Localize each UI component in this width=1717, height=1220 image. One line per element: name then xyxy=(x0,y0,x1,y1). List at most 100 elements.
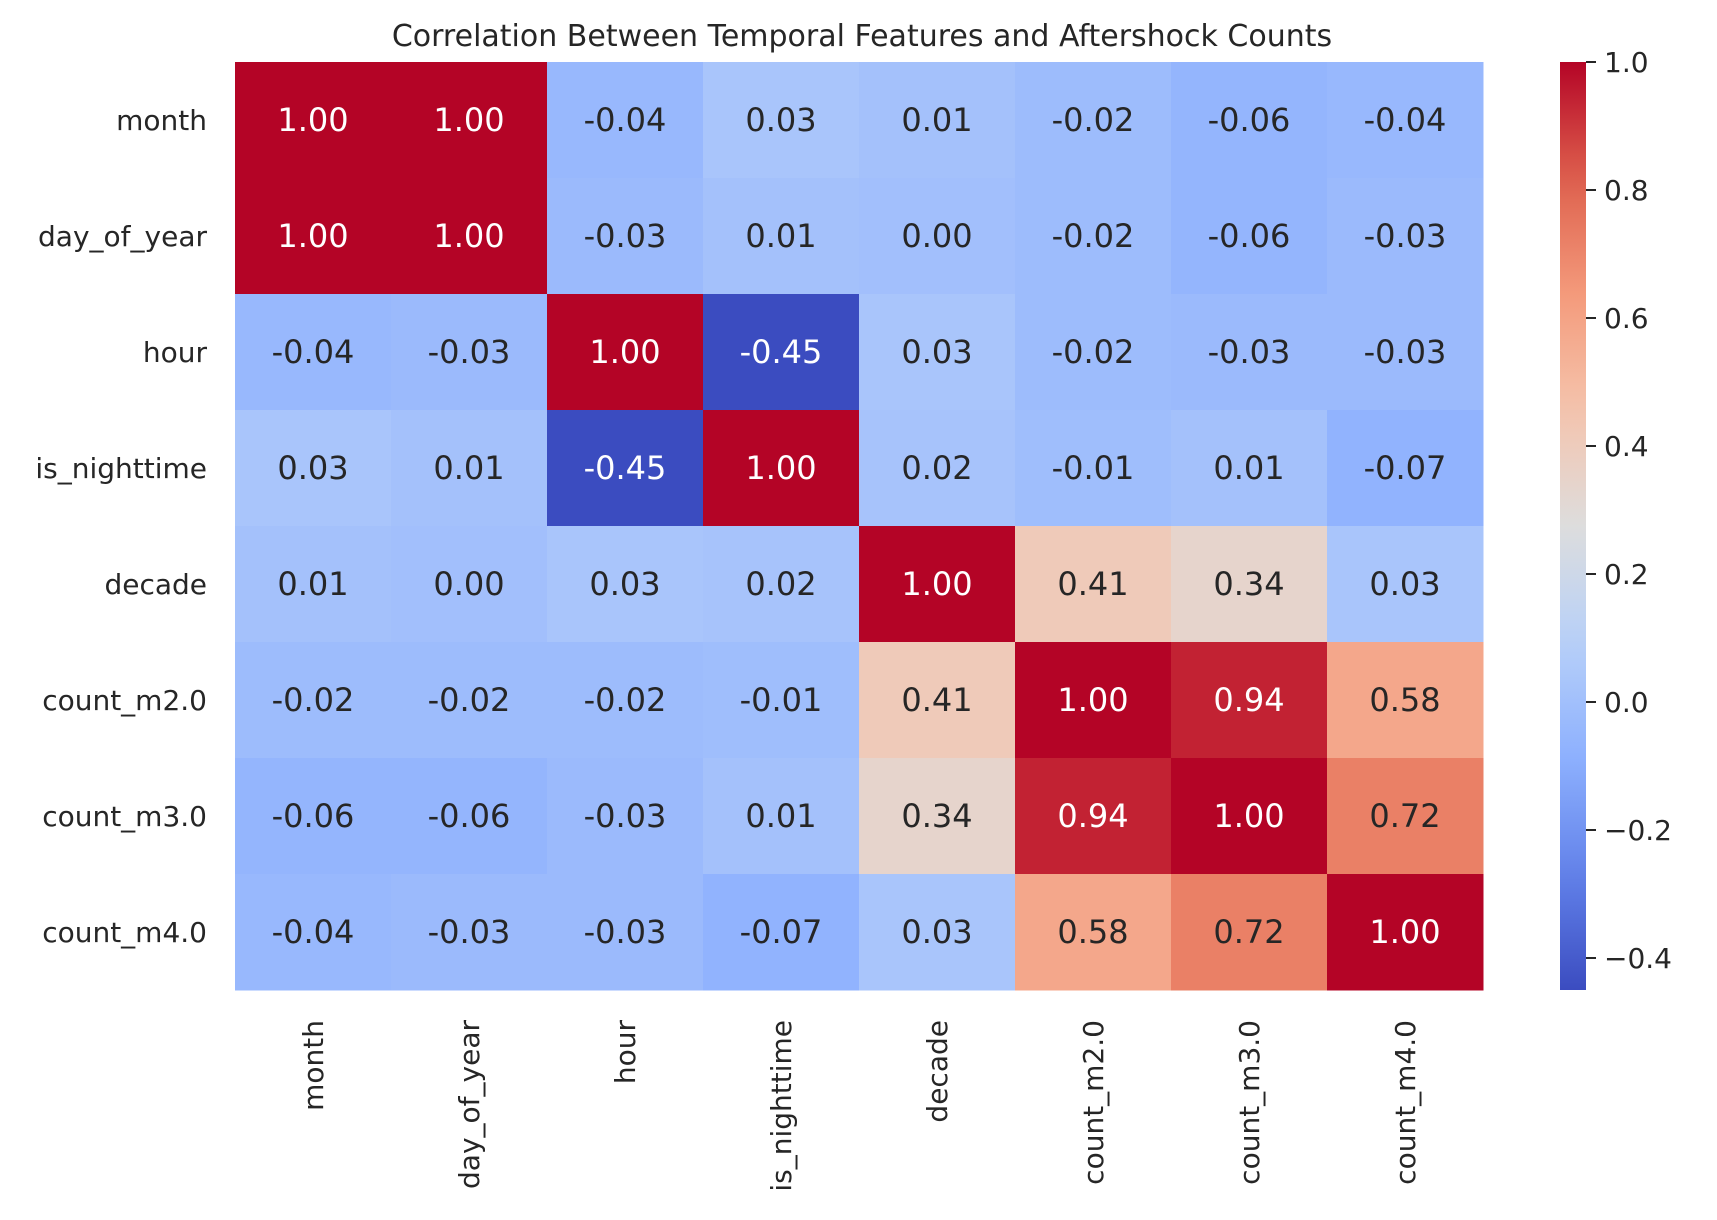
heatmap-cell-value: -0.01 xyxy=(740,681,823,719)
heatmap-cell-value: -0.02 xyxy=(428,681,511,719)
heatmap-cell xyxy=(235,178,392,295)
heatmap-cells xyxy=(235,62,1484,991)
heatmap-cell-value: 1.00 xyxy=(433,217,504,255)
heatmap-cell-value: -0.02 xyxy=(1052,217,1135,255)
heatmap-cell xyxy=(1327,410,1484,527)
heatmap-cell xyxy=(703,526,860,643)
heatmap-cell-value: 0.94 xyxy=(1213,681,1284,719)
heatmap-cell xyxy=(1015,294,1172,411)
heatmap-cell-value: 0.72 xyxy=(1369,797,1440,835)
heatmap-cell-value: 0.01 xyxy=(1213,449,1284,487)
x-tick-label: count_m2.0 xyxy=(1077,1020,1110,1185)
heatmap-cell-value: -0.03 xyxy=(584,913,667,951)
heatmap-cell-value: 0.00 xyxy=(901,217,972,255)
heatmap-cell xyxy=(859,758,1016,875)
heatmap-cell xyxy=(547,178,704,295)
heatmap-cell-value: 0.03 xyxy=(277,449,348,487)
heatmap-cell-value: 0.02 xyxy=(745,565,816,603)
heatmap-cell xyxy=(1015,642,1172,759)
colorbar-tick-label: −0.2 xyxy=(1604,814,1672,847)
heatmap-cell-value: 0.01 xyxy=(433,449,504,487)
heatmap-cell xyxy=(1327,62,1484,179)
heatmap-cell-value: -0.02 xyxy=(584,681,667,719)
heatmap-cell xyxy=(391,294,548,411)
heatmap-cell-value: 0.34 xyxy=(1213,565,1284,603)
heatmap-cell xyxy=(1171,758,1328,875)
heatmap-cell-value: -0.01 xyxy=(1052,449,1135,487)
heatmap-cell xyxy=(1327,642,1484,759)
heatmap-cell-value: 1.00 xyxy=(589,333,660,371)
heatmap-cell xyxy=(1171,526,1328,643)
heatmap-cell-value: -0.03 xyxy=(1208,333,1291,371)
heatmap-cell-value: 1.00 xyxy=(745,449,816,487)
heatmap-cell xyxy=(391,526,548,643)
heatmap-cell xyxy=(547,62,704,179)
y-tick-label: is_nighttime xyxy=(35,452,207,485)
heatmap-cell-value: -0.07 xyxy=(1364,449,1447,487)
x-tick-label: month xyxy=(297,1020,330,1111)
heatmap-cell-value: -0.03 xyxy=(584,217,667,255)
heatmap-cell xyxy=(235,758,392,875)
heatmap-cell xyxy=(703,294,860,411)
heatmap-cell xyxy=(235,62,392,179)
heatmap-cell xyxy=(235,294,392,411)
heatmap-cell xyxy=(1171,410,1328,527)
colorbar-tick-label: −0.4 xyxy=(1604,942,1672,975)
heatmap-cell xyxy=(547,874,704,991)
x-tick-label: is_nighttime xyxy=(765,1020,798,1192)
heatmap-cell-value: 0.58 xyxy=(1369,681,1440,719)
heatmap-cell xyxy=(703,874,860,991)
heatmap-cell-value: 0.41 xyxy=(1057,565,1128,603)
heatmap-cell-value: -0.04 xyxy=(272,333,355,371)
heatmap-cell xyxy=(703,62,860,179)
y-tick-label: count_m2.0 xyxy=(42,684,207,717)
heatmap-cell-value: 1.00 xyxy=(277,217,348,255)
heatmap-cell-value: 0.03 xyxy=(901,913,972,951)
heatmap-cell xyxy=(1015,758,1172,875)
heatmap-cell xyxy=(1015,874,1172,991)
heatmap-cell xyxy=(1015,178,1172,295)
heatmap-cell xyxy=(235,410,392,527)
y-tick-label: day_of_year xyxy=(38,220,207,253)
heatmap-cell-value: 1.00 xyxy=(277,101,348,139)
heatmap-cell xyxy=(391,874,548,991)
chart-title: Correlation Between Temporal Features an… xyxy=(392,19,1332,54)
heatmap-cell-value: -0.02 xyxy=(1052,101,1135,139)
heatmap-cell xyxy=(859,874,1016,991)
heatmap-cell xyxy=(391,758,548,875)
heatmap-cell-value: 0.03 xyxy=(901,333,972,371)
heatmap-cell xyxy=(547,758,704,875)
heatmap-cell-value: -0.06 xyxy=(1208,101,1291,139)
heatmap-cell-value: -0.45 xyxy=(740,333,823,371)
heatmap-cell-value: 0.01 xyxy=(745,217,816,255)
heatmap-cell-value: -0.03 xyxy=(1364,333,1447,371)
heatmap-cell xyxy=(391,178,548,295)
colorbar-tick-label: 0.4 xyxy=(1604,430,1649,463)
heatmap-cell-value: 0.00 xyxy=(433,565,504,603)
heatmap-cell xyxy=(547,642,704,759)
colorbar-gradient xyxy=(1560,62,1586,990)
heatmap-cell-value: -0.06 xyxy=(428,797,511,835)
heatmap-cell-value: 0.01 xyxy=(745,797,816,835)
colorbar-tick-label: 0.2 xyxy=(1604,558,1649,591)
x-tick-label: decade xyxy=(921,1020,954,1123)
y-tick-label: month xyxy=(116,104,207,137)
heatmap-cell-value: 0.58 xyxy=(1057,913,1128,951)
heatmap-cell-value: -0.45 xyxy=(584,449,667,487)
heatmap-cell xyxy=(859,178,1016,295)
heatmap-cell-value: 0.41 xyxy=(901,681,972,719)
heatmap-cell-value: 1.00 xyxy=(901,565,972,603)
heatmap-cell-value: 0.34 xyxy=(901,797,972,835)
heatmap-cell xyxy=(1327,178,1484,295)
heatmap-cell xyxy=(1327,526,1484,643)
y-tick-label: hour xyxy=(143,336,208,369)
heatmap-cell-value: -0.06 xyxy=(1208,217,1291,255)
heatmap-cell xyxy=(391,642,548,759)
heatmap-cell xyxy=(859,62,1016,179)
heatmap-cell xyxy=(235,874,392,991)
heatmap-cell xyxy=(859,294,1016,411)
heatmap-cell xyxy=(1171,178,1328,295)
heatmap-cell-value: 0.03 xyxy=(589,565,660,603)
